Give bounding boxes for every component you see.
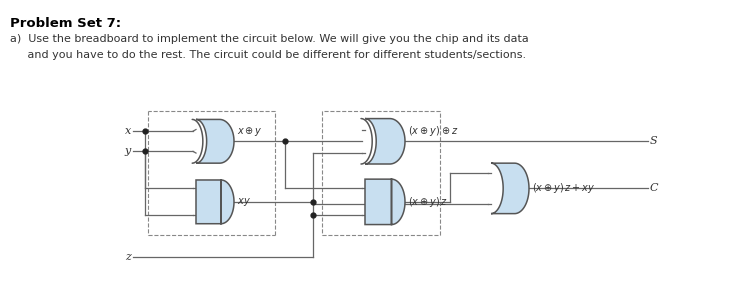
Text: and you have to do the rest. The circuit could be different for different studen: and you have to do the rest. The circuit… — [10, 50, 526, 61]
Polygon shape — [196, 180, 234, 224]
Text: y: y — [125, 146, 131, 156]
Text: $(x \oplus y)\, z$: $(x \oplus y)\, z$ — [408, 195, 448, 209]
Text: Problem Set 7:: Problem Set 7: — [10, 17, 121, 30]
Text: $x \oplus y$: $x \oplus y$ — [237, 125, 263, 138]
Text: z: z — [125, 252, 131, 262]
Text: C: C — [650, 183, 658, 194]
Text: $(x \oplus y)\, z + xy$: $(x \oplus y)\, z + xy$ — [532, 181, 596, 195]
Text: a)  Use the breadboard to implement the circuit below. We will give you the chip: a) Use the breadboard to implement the c… — [10, 34, 529, 44]
Polygon shape — [196, 119, 234, 163]
Polygon shape — [365, 179, 405, 225]
Text: x: x — [125, 126, 131, 136]
Text: S: S — [650, 136, 658, 146]
Polygon shape — [491, 163, 529, 214]
Text: $xy$: $xy$ — [237, 196, 251, 208]
Text: $(x \oplus y) \oplus z$: $(x \oplus y) \oplus z$ — [408, 124, 458, 138]
Polygon shape — [365, 119, 405, 164]
